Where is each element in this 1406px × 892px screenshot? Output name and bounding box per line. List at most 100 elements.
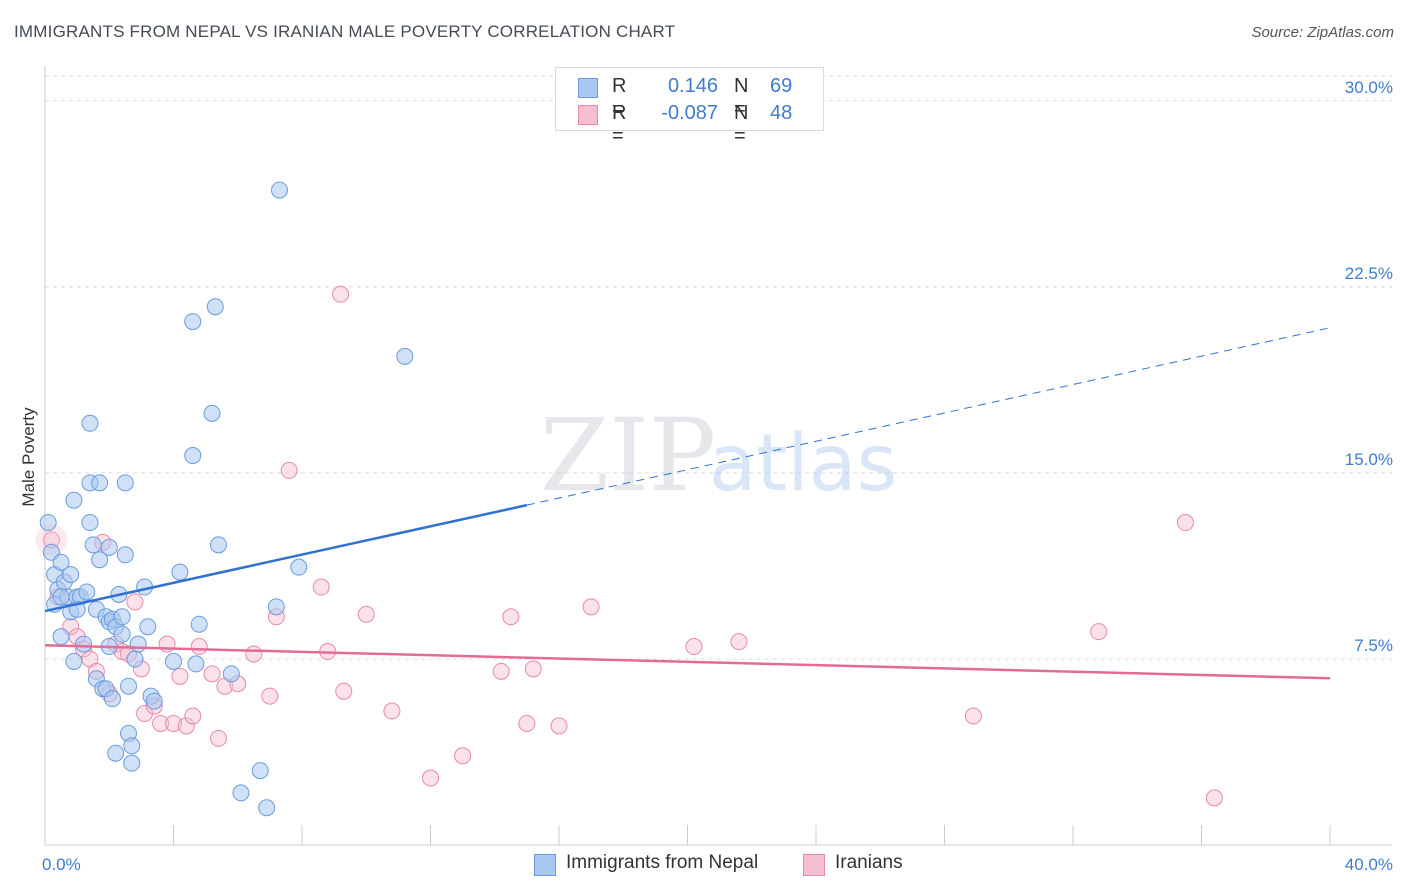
- nepal-point: [129, 635, 147, 653]
- iranians-point: [177, 717, 195, 735]
- iranians-point: [1090, 623, 1108, 641]
- iranians-point: [312, 578, 330, 596]
- iranians-point: [184, 707, 202, 725]
- nepal-point: [116, 546, 134, 564]
- iranians-point: [502, 608, 520, 626]
- nepal-point: [190, 615, 208, 633]
- iranians-point: [518, 714, 536, 732]
- nepal-point: [75, 635, 93, 653]
- nepal-trend-line: [44, 503, 528, 613]
- y-tick-label: 7.5%: [1354, 636, 1393, 655]
- nepal-point: [271, 181, 289, 199]
- iranians-point: [422, 769, 439, 787]
- nepal-point: [52, 628, 70, 646]
- iranians-point: [1176, 514, 1194, 532]
- iranians-point: [165, 714, 182, 732]
- nepal-legend-swatch: [534, 854, 556, 876]
- iranians-point: [524, 660, 542, 678]
- iranians-point: [685, 638, 703, 656]
- r-value: -0.087: [661, 102, 718, 124]
- grid-lines: [45, 75, 1392, 660]
- iranians-point: [582, 598, 600, 616]
- iranians-point: [280, 461, 298, 479]
- nepal-point: [145, 692, 163, 710]
- iranians-point: [964, 707, 982, 725]
- n-value: 69: [770, 75, 793, 97]
- nepal-point: [222, 665, 240, 683]
- nepal-point: [107, 744, 125, 762]
- r-label: R =: [612, 75, 627, 120]
- nepal-point: [113, 608, 131, 626]
- nepal-point: [65, 652, 83, 670]
- nepal-point: [165, 652, 182, 670]
- nepal-points: [39, 181, 414, 817]
- nepal-point: [203, 404, 221, 422]
- iranians-legend-label: Iranians: [835, 852, 903, 873]
- iranians-point: [550, 717, 568, 735]
- nepal-point: [78, 583, 96, 601]
- iranians-point: [335, 682, 353, 700]
- chart-title: IMMIGRANTS FROM NEPAL VS IRANIAN MALE PO…: [14, 22, 676, 41]
- r-value: 0.146: [667, 75, 718, 97]
- nepal-trend-extension: [526, 327, 1331, 506]
- n-label: N =: [734, 75, 749, 120]
- y-tick-label: 15.0%: [1345, 450, 1393, 469]
- nepal-point: [52, 553, 70, 571]
- nepal-point: [206, 298, 224, 316]
- n-label: N =: [734, 102, 749, 147]
- iranians-point: [190, 638, 208, 656]
- iranians-point: [730, 633, 748, 651]
- x-tick-label: 0.0%: [42, 855, 81, 874]
- iranians-swatch: [578, 105, 598, 125]
- iranians-point: [152, 714, 170, 732]
- nepal-point: [290, 558, 308, 576]
- nepal-point: [209, 536, 227, 554]
- nepal-point: [126, 650, 144, 668]
- nepal-point: [100, 538, 118, 556]
- source-label: Source: ZipAtlas.com: [1251, 24, 1394, 41]
- r-label: R =: [612, 102, 627, 147]
- nepal-point: [123, 754, 141, 772]
- nepal-point: [84, 536, 102, 554]
- iranians-point: [209, 729, 227, 747]
- nepal-point: [251, 762, 269, 780]
- nepal-point: [81, 414, 99, 432]
- iranians-point: [261, 687, 279, 705]
- nepal-point: [91, 474, 109, 492]
- nepal-swatch: [578, 78, 598, 98]
- nepal-point: [139, 618, 157, 636]
- nepal-point: [91, 551, 109, 569]
- iranians-point: [383, 702, 401, 720]
- nepal-point: [52, 588, 70, 606]
- nepal-point: [232, 784, 250, 802]
- nepal-point: [396, 347, 414, 365]
- iranians-point: [126, 593, 144, 611]
- nepal-point: [39, 514, 57, 532]
- nepal-point: [62, 566, 80, 584]
- n-value: 48: [770, 102, 793, 124]
- iranians-point: [454, 747, 472, 765]
- stats-legend: R = 0.146 N = 69 R = -0.087 N = 48: [555, 67, 824, 147]
- nepal-point: [103, 690, 121, 708]
- iranians-point: [35, 523, 68, 556]
- nepal-point: [267, 598, 285, 616]
- nepal-point: [187, 655, 205, 673]
- iranians-legend-swatch: [803, 854, 825, 876]
- iranians-point: [171, 667, 189, 685]
- tick-labels: 7.5% 15.0% 22.5% 30.0% 0.0% 40.0%: [42, 78, 1393, 874]
- nepal-point: [65, 491, 83, 509]
- nepal-point: [258, 799, 276, 817]
- y-tick-label: 30.0%: [1345, 78, 1393, 97]
- trend-lines: [44, 327, 1331, 680]
- nepal-point: [116, 474, 134, 492]
- nepal-point: [184, 447, 202, 465]
- iranians-point: [332, 285, 350, 303]
- y-tick-label: 22.5%: [1345, 264, 1393, 283]
- nepal-point: [81, 514, 99, 532]
- watermark-atlas: atlas: [709, 419, 898, 509]
- iranians-point: [492, 662, 510, 680]
- iranians-trend-line: [44, 644, 1331, 680]
- watermark-zip: ZIP: [540, 397, 716, 514]
- nepal-point: [113, 625, 131, 643]
